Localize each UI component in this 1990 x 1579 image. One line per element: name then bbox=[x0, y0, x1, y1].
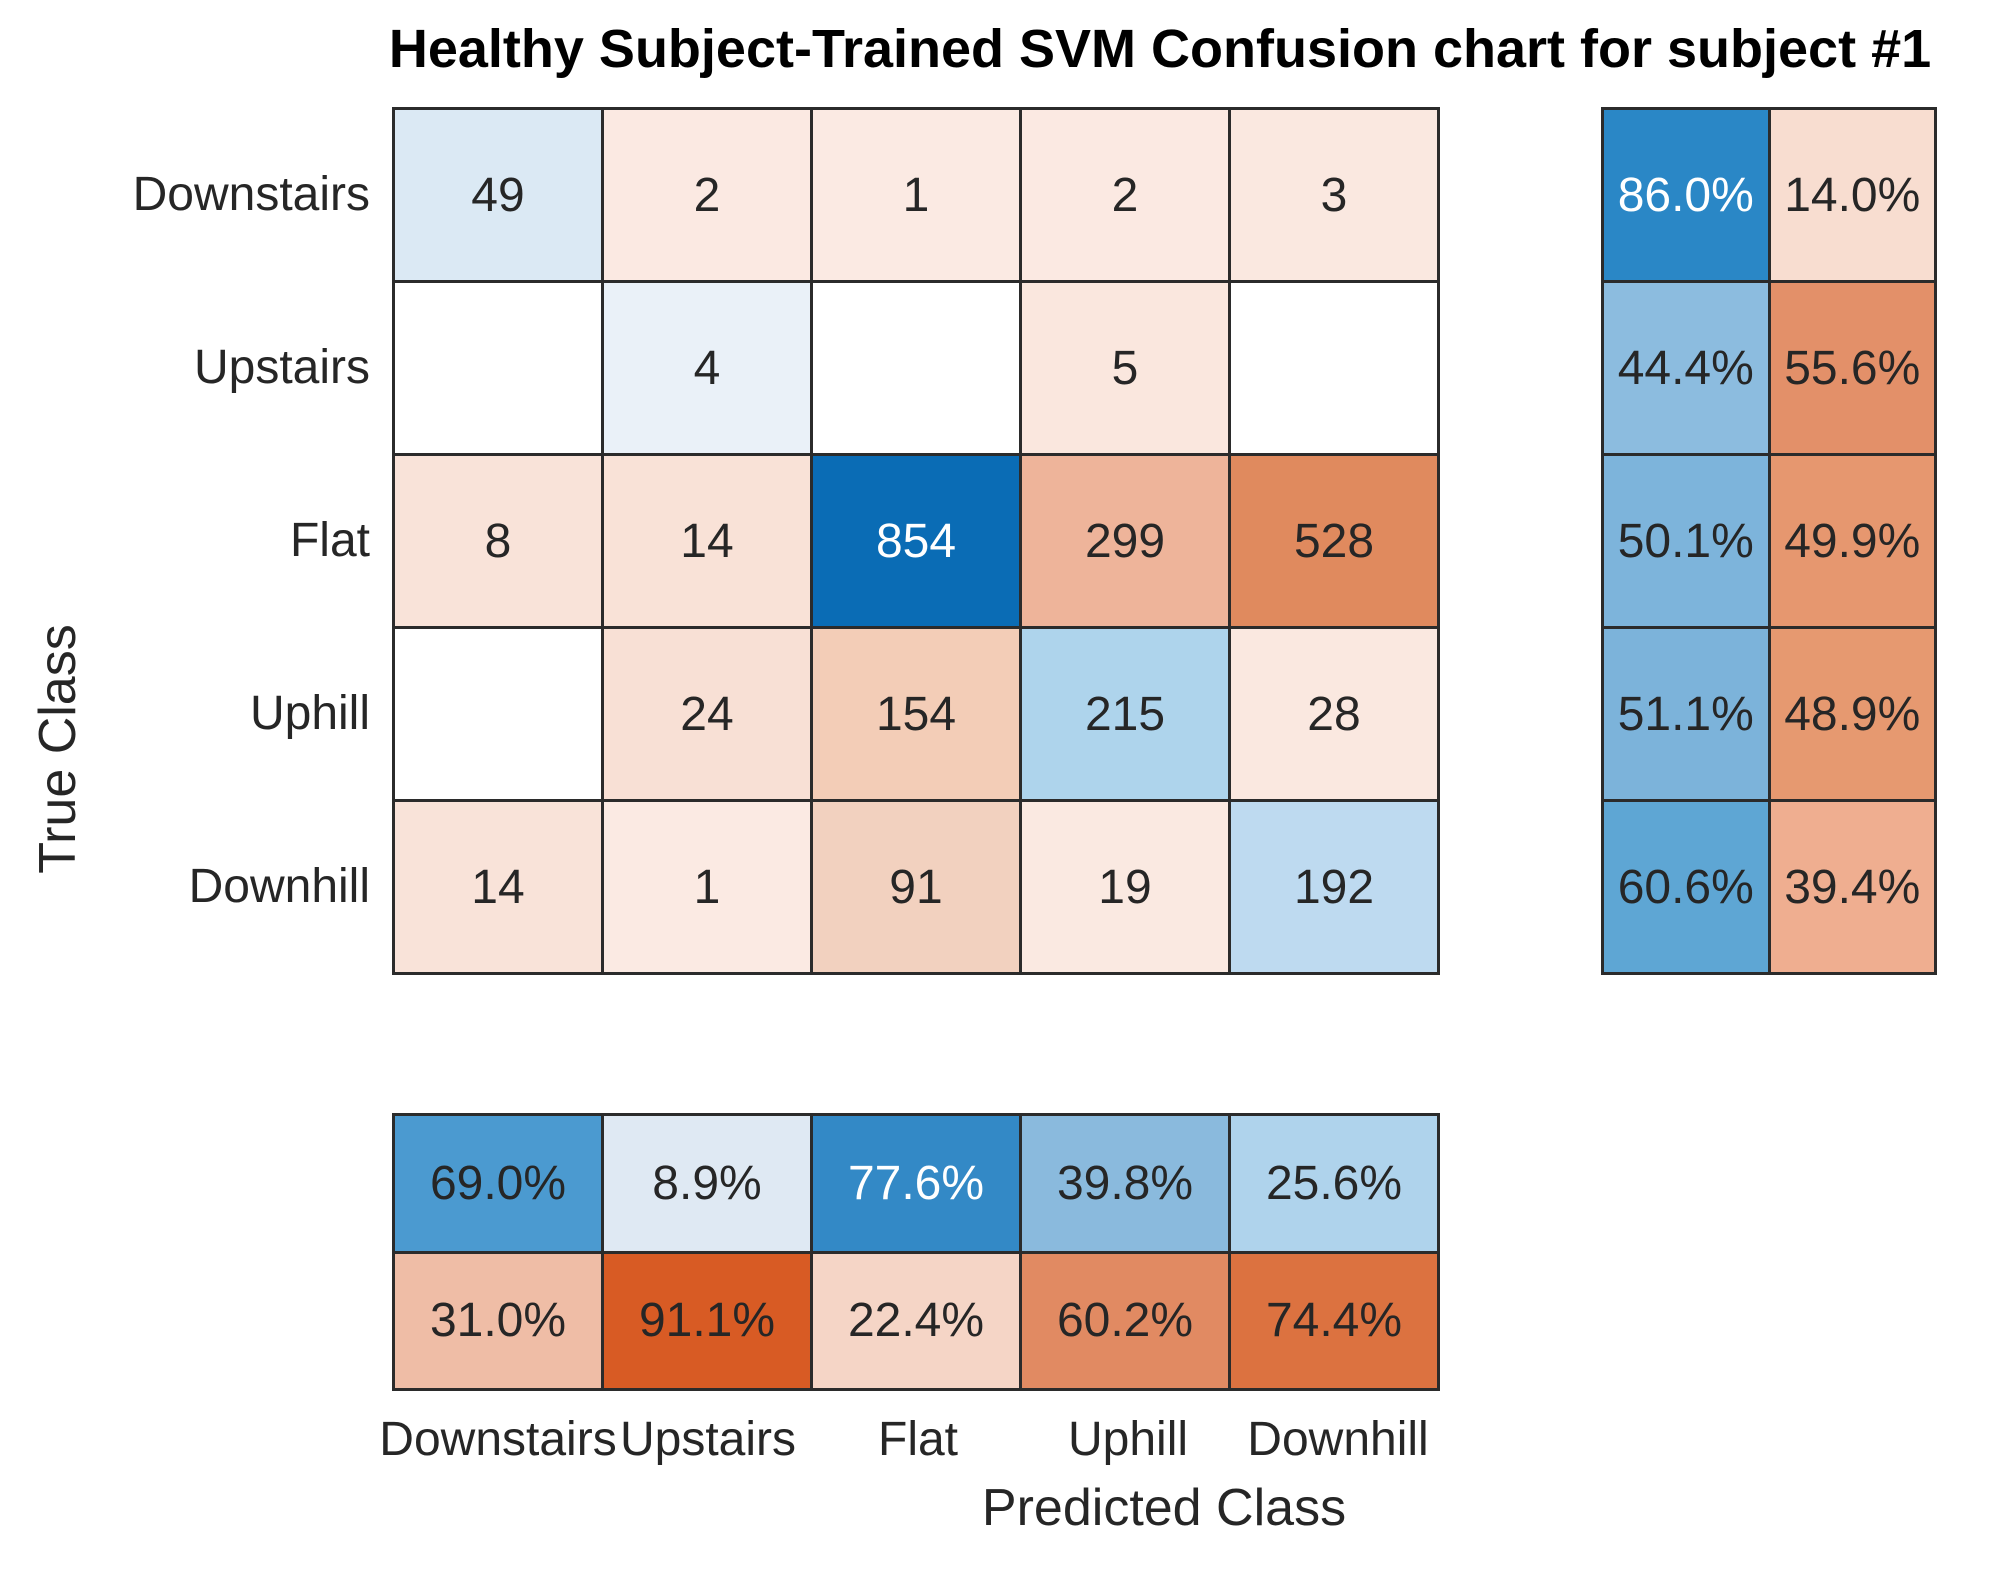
col-summary-cell: 8.9% bbox=[604, 1116, 810, 1251]
matrix-cell: 19 bbox=[1022, 802, 1228, 972]
matrix-cell bbox=[1231, 283, 1437, 453]
matrix-cell: 192 bbox=[1231, 802, 1437, 972]
matrix-cell bbox=[813, 283, 1019, 453]
matrix-cell: 3 bbox=[1231, 110, 1437, 280]
col-summary-cell: 60.2% bbox=[1022, 1253, 1228, 1388]
row-summary-cell: 49.9% bbox=[1770, 456, 1934, 626]
matrix-cell: 28 bbox=[1231, 629, 1437, 799]
col-summary-cell: 22.4% bbox=[813, 1253, 1019, 1388]
matrix-cell bbox=[395, 283, 601, 453]
row-summary-cell: 39.4% bbox=[1770, 802, 1934, 972]
matrix-cell: 1 bbox=[604, 802, 810, 972]
matrix-cell: 1 bbox=[813, 110, 1019, 280]
row-summary-cell: 60.6% bbox=[1604, 802, 1768, 972]
matrix-cell: 14 bbox=[604, 456, 810, 626]
matrix-cell bbox=[395, 629, 601, 799]
matrix-cell: 299 bbox=[1022, 456, 1228, 626]
y-tick-flat: Flat bbox=[289, 514, 370, 567]
col-summary-cell: 69.0% bbox=[395, 1116, 601, 1251]
x-tick-upstairs: Upstairs bbox=[619, 1413, 797, 1466]
matrix-cell: 854 bbox=[813, 456, 1019, 626]
x-tick-uphill: Uphill bbox=[1067, 1413, 1189, 1466]
row-summary-cell: 14.0% bbox=[1770, 110, 1934, 280]
matrix-cell: 14 bbox=[395, 802, 601, 972]
x-tick-flat: Flat bbox=[877, 1413, 959, 1466]
row-summary-cell: 55.6% bbox=[1770, 283, 1934, 453]
matrix-cell: 215 bbox=[1022, 629, 1228, 799]
col-summary-cell: 91.1% bbox=[604, 1253, 810, 1388]
chart-title: Healthy Subject-Trained SVM Confusion ch… bbox=[388, 19, 1932, 79]
column-summary-grid: 69.0% 8.9% 77.6% 39.8% 25.6% 31.0% 91.1% 22.4% 6… bbox=[392, 1113, 1440, 1391]
row-summary-cell: 48.9% bbox=[1770, 629, 1934, 799]
y-tick-uphill: Uphill bbox=[249, 687, 370, 740]
col-summary-cell: 77.6% bbox=[813, 1116, 1019, 1251]
col-summary-cell: 39.8% bbox=[1022, 1116, 1228, 1251]
matrix-cell: 8 bbox=[395, 456, 601, 626]
matrix-cell: 2 bbox=[1022, 110, 1228, 280]
matrix-cell: 2 bbox=[604, 110, 810, 280]
matrix-cell: 5 bbox=[1022, 283, 1228, 453]
col-summary-cell: 74.4% bbox=[1231, 1253, 1437, 1388]
col-summary-cell: 25.6% bbox=[1231, 1116, 1437, 1251]
confusion-matrix-grid: 49 2 1 2 3 4 5 8 14 854 299 528 24 154 215 28 14 1 91 19 192 bbox=[392, 107, 1440, 975]
y-tick-downstairs: Downstairs bbox=[132, 168, 370, 221]
matrix-cell: 49 bbox=[395, 110, 601, 280]
matrix-cell: 24 bbox=[604, 629, 810, 799]
row-summary-cell: 51.1% bbox=[1604, 629, 1768, 799]
row-summary-cell: 86.0% bbox=[1604, 110, 1768, 280]
x-tick-downhill: Downhill bbox=[1247, 1413, 1429, 1466]
col-summary-cell: 31.0% bbox=[395, 1253, 601, 1388]
row-summary-cell: 44.4% bbox=[1604, 283, 1768, 453]
x-axis-label: Predicted Class bbox=[981, 1479, 1347, 1537]
row-summary-cell: 50.1% bbox=[1604, 456, 1768, 626]
matrix-cell: 4 bbox=[604, 283, 810, 453]
x-tick-downstairs: Downstairs bbox=[379, 1413, 617, 1466]
matrix-cell: 91 bbox=[813, 802, 1019, 972]
row-summary-grid: 86.0% 14.0% 44.4% 55.6% 50.1% 49.9% 51.1% 48.9%… bbox=[1601, 107, 1937, 975]
matrix-cell: 154 bbox=[813, 629, 1019, 799]
y-axis-label: True Class bbox=[29, 624, 87, 874]
y-tick-downhill: Downhill bbox=[188, 860, 370, 913]
matrix-cell: 528 bbox=[1231, 456, 1437, 626]
y-tick-upstairs: Upstairs bbox=[193, 341, 370, 394]
